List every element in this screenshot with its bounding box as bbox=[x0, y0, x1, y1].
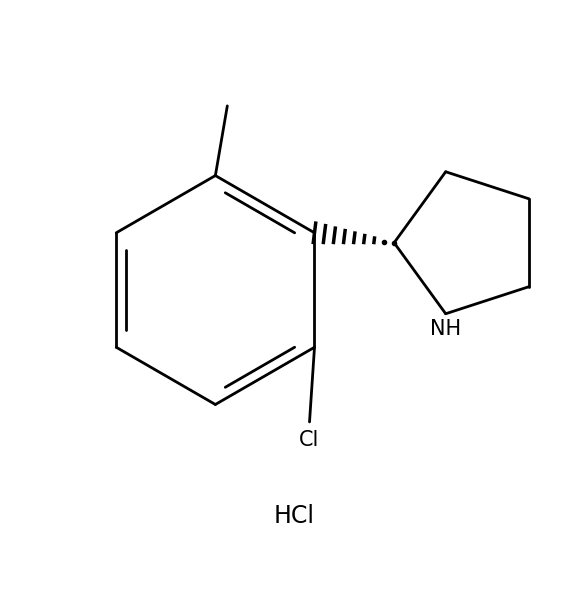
Text: HCl: HCl bbox=[273, 504, 315, 528]
Text: NH: NH bbox=[430, 318, 461, 339]
Text: Cl: Cl bbox=[299, 430, 320, 450]
